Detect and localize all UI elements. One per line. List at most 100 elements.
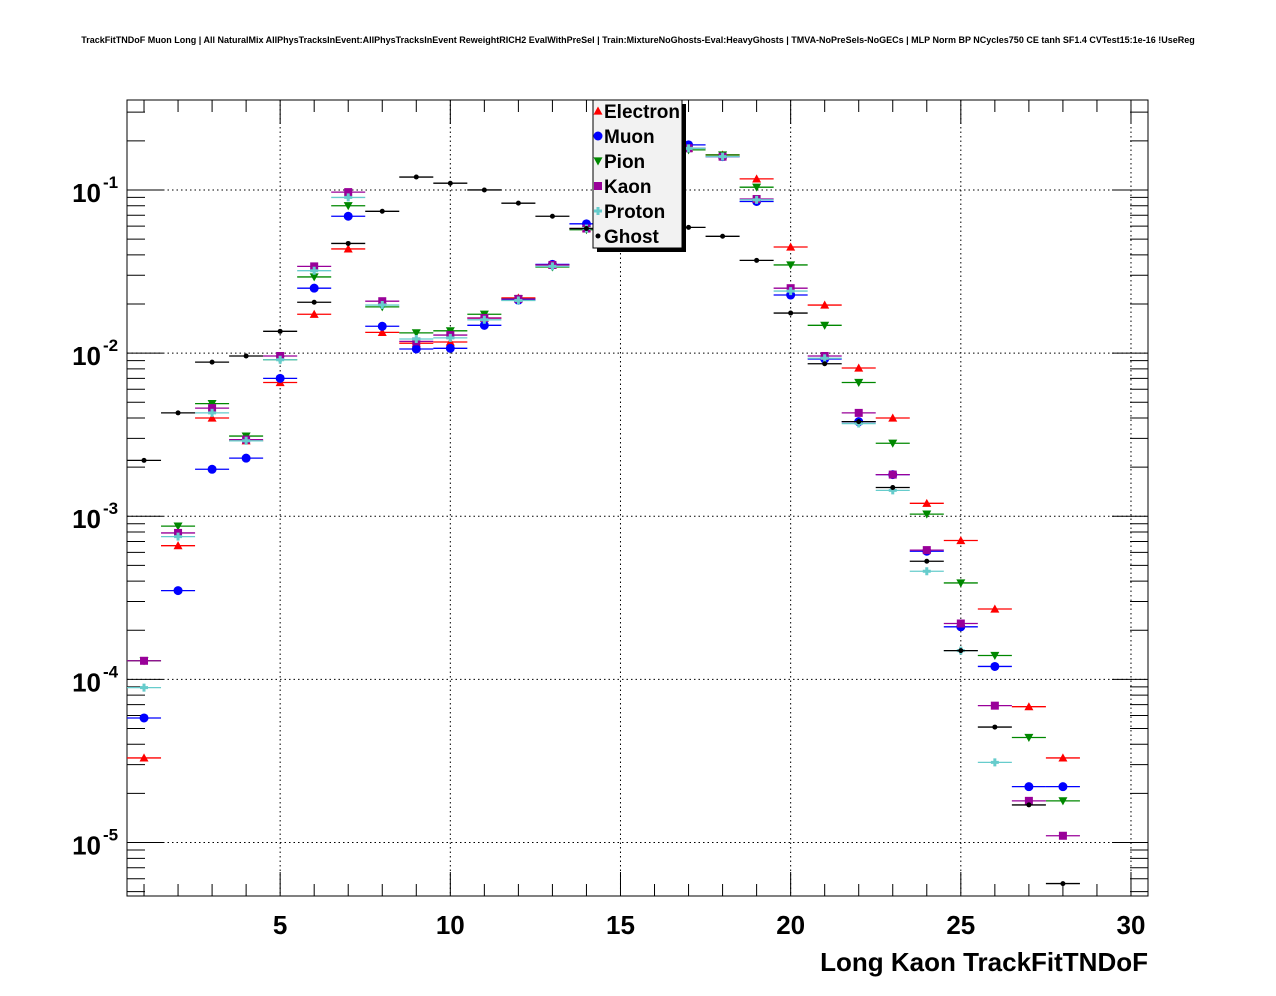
cross-marker bbox=[378, 301, 387, 310]
dot-marker bbox=[311, 299, 317, 305]
triangle-down-marker bbox=[820, 321, 830, 330]
triangle-up-marker bbox=[173, 541, 183, 550]
dot-marker bbox=[1060, 881, 1066, 887]
triangle-up-marker bbox=[956, 535, 966, 545]
square-marker bbox=[140, 656, 149, 665]
y-tick-label: 10 bbox=[72, 178, 101, 208]
circle-marker bbox=[1024, 782, 1034, 792]
triangle-up-marker bbox=[1058, 753, 1068, 762]
triangle-up-marker bbox=[786, 242, 796, 251]
dot-marker bbox=[754, 257, 760, 263]
y-tick-exponent: -2 bbox=[103, 336, 118, 355]
y-tick-exponent: -4 bbox=[103, 662, 119, 681]
legend-box bbox=[592, 99, 683, 249]
cross-marker bbox=[514, 296, 523, 305]
dot-marker bbox=[992, 724, 998, 730]
cross-marker bbox=[718, 152, 727, 161]
triangle-down-marker bbox=[956, 579, 966, 588]
triangle-down-marker bbox=[990, 651, 1000, 661]
square-marker bbox=[1024, 796, 1033, 805]
cross-marker bbox=[548, 262, 557, 271]
square-marker bbox=[990, 701, 999, 710]
triangle-up-marker bbox=[309, 309, 319, 318]
y-tick-label: 10 bbox=[72, 504, 101, 534]
x-tick-label: 25 bbox=[946, 910, 975, 940]
triangle-up-marker bbox=[820, 300, 830, 309]
x-tick-label: 5 bbox=[273, 910, 287, 940]
legend-entry-muon: Muon bbox=[604, 127, 655, 148]
circle-marker bbox=[173, 586, 183, 596]
triangle-up-marker bbox=[888, 413, 898, 422]
dot-marker bbox=[890, 485, 896, 491]
triangle-up-marker bbox=[752, 174, 762, 183]
triangle-up-marker bbox=[377, 327, 387, 336]
y-tick-label: 10 bbox=[72, 667, 101, 697]
dot-marker bbox=[379, 208, 385, 214]
y-tick-label: 10 bbox=[72, 831, 101, 861]
triangle-down-marker bbox=[786, 261, 796, 270]
x-tick-label: 15 bbox=[606, 910, 635, 940]
square-marker bbox=[854, 408, 863, 417]
x-tick-label: 30 bbox=[1117, 910, 1146, 940]
square-marker bbox=[594, 182, 602, 190]
dot-marker bbox=[686, 224, 692, 230]
legend-entry-kaon: Kaon bbox=[604, 177, 652, 198]
circle-marker bbox=[275, 373, 285, 383]
cross-marker bbox=[140, 683, 149, 692]
cross-marker bbox=[786, 287, 795, 296]
dot-marker bbox=[345, 240, 351, 246]
x-axis-label: Long Kaon TrackFitTNDoF bbox=[820, 947, 1148, 977]
dot-marker bbox=[1026, 802, 1032, 808]
data-marks bbox=[127, 140, 1080, 887]
triangle-down-marker bbox=[207, 400, 217, 409]
dot-marker bbox=[788, 310, 794, 316]
circle-marker bbox=[241, 453, 251, 463]
triangle-down-marker bbox=[343, 202, 353, 211]
triangle-up-marker bbox=[854, 363, 864, 372]
cross-marker bbox=[820, 354, 829, 363]
legend-entry-electron: Electron bbox=[604, 102, 680, 123]
x-tick-label: 20 bbox=[776, 910, 805, 940]
y-tick-exponent: -1 bbox=[103, 173, 118, 192]
grid bbox=[127, 100, 1148, 896]
circle-marker bbox=[343, 211, 353, 221]
circle-marker bbox=[411, 344, 421, 354]
dot-marker bbox=[595, 233, 601, 239]
triangle-up-marker bbox=[207, 413, 217, 422]
triangle-up-marker bbox=[139, 753, 149, 762]
triangle-down-marker bbox=[922, 510, 932, 519]
legend-entry-proton: Proton bbox=[604, 202, 665, 223]
triangle-up-marker bbox=[922, 498, 932, 507]
cross-marker bbox=[480, 315, 489, 324]
square-marker bbox=[208, 404, 217, 413]
square-marker bbox=[1058, 831, 1067, 840]
legend-entry-pion: Pion bbox=[604, 152, 645, 173]
cross-marker bbox=[594, 207, 602, 215]
square-marker bbox=[310, 262, 319, 271]
cross-marker bbox=[922, 567, 931, 576]
circle-marker bbox=[139, 713, 149, 723]
dot-marker bbox=[175, 410, 181, 416]
cross-marker bbox=[990, 758, 999, 767]
circle-marker bbox=[593, 131, 603, 141]
triangle-down-marker bbox=[888, 439, 898, 448]
square-marker bbox=[888, 470, 897, 479]
triangle-down-marker bbox=[1024, 733, 1034, 743]
triangle-down-marker bbox=[752, 183, 762, 192]
cross-marker bbox=[276, 355, 285, 364]
cross-marker bbox=[446, 333, 455, 342]
dot-marker bbox=[822, 361, 828, 367]
cross-marker bbox=[752, 195, 761, 204]
dot-marker bbox=[515, 200, 521, 206]
circle-marker bbox=[1058, 782, 1068, 792]
cross-marker bbox=[310, 266, 319, 275]
y-tick-label: 10 bbox=[72, 341, 101, 371]
triangle-down-marker bbox=[593, 157, 603, 166]
circle-marker bbox=[445, 343, 455, 353]
triangle-up-marker bbox=[990, 604, 1000, 613]
triangle-up-marker bbox=[593, 106, 603, 115]
dot-marker bbox=[209, 359, 215, 365]
dot-marker bbox=[856, 419, 862, 425]
